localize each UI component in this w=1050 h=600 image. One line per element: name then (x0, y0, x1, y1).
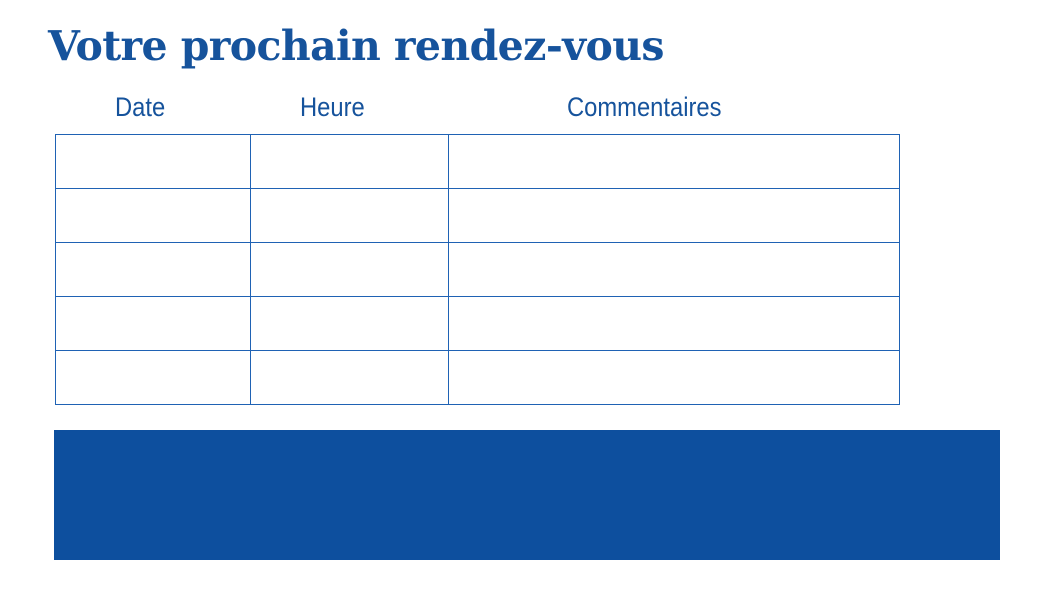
page-title: Votre prochain rendez-vous (48, 22, 665, 70)
column-header-commentaires: Commentaires (567, 92, 722, 122)
cell-date[interactable] (55, 242, 251, 297)
table-row (55, 242, 900, 297)
cell-heure[interactable] (250, 188, 449, 243)
cell-commentaires[interactable] (448, 350, 900, 405)
cell-commentaires[interactable] (448, 296, 900, 351)
table-row (55, 350, 900, 405)
cell-heure[interactable] (250, 134, 449, 189)
footer-color-block (54, 430, 1000, 560)
column-header-date: Date (115, 92, 166, 122)
cell-date[interactable] (55, 350, 251, 405)
cell-date[interactable] (55, 188, 251, 243)
cell-heure[interactable] (250, 296, 449, 351)
cell-heure[interactable] (250, 350, 449, 405)
cell-heure[interactable] (250, 242, 449, 297)
appointment-table-body (55, 134, 900, 405)
column-header-heure: Heure (300, 92, 365, 122)
cell-commentaires[interactable] (448, 242, 900, 297)
cell-date[interactable] (55, 296, 251, 351)
cell-date[interactable] (55, 134, 251, 189)
column-header-row: Date Heure Commentaires (55, 90, 896, 128)
appointment-table (55, 134, 900, 405)
cell-commentaires[interactable] (448, 134, 900, 189)
cell-commentaires[interactable] (448, 188, 900, 243)
table-row (55, 134, 900, 189)
table-row (55, 296, 900, 351)
table-row (55, 188, 900, 243)
